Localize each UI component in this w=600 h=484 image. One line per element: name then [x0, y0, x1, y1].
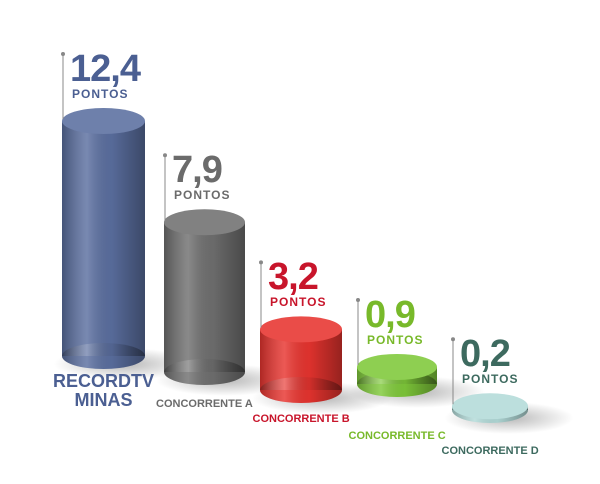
- bar-top: [260, 316, 342, 343]
- unit-label: PONTOS: [174, 188, 231, 203]
- unit-label: PONTOS: [270, 295, 327, 310]
- category-label: CONCORRENTE B: [252, 413, 350, 425]
- leader-dot: [163, 153, 167, 158]
- bar-top-light: [357, 353, 437, 380]
- bar-shade: [62, 121, 145, 356]
- leader-dot: [259, 260, 263, 265]
- bar-top: [357, 353, 437, 380]
- bar-top-light: [452, 393, 528, 420]
- bar-top-light: [164, 209, 245, 236]
- leader-dot: [61, 52, 65, 56]
- unit-label: PONTOS: [462, 372, 519, 387]
- bar-top: [452, 393, 528, 420]
- value-label: 0,9: [365, 293, 416, 336]
- bar-top: [164, 209, 245, 236]
- bar-top-light: [62, 108, 145, 134]
- category-label: CONCORRENTE A: [156, 398, 253, 410]
- bar-shade: [164, 222, 245, 372]
- bar-top-light: [260, 316, 342, 343]
- category-label: RECORDTV MINAS: [52, 371, 154, 410]
- value-label: 0,2: [460, 333, 511, 376]
- leader-dot: [356, 297, 360, 302]
- unit-label: PONTOS: [72, 87, 129, 101]
- value-label: 12,4: [70, 48, 141, 90]
- value-label: 7,9: [172, 149, 223, 192]
- category-label: CONCORRENTE C: [348, 430, 446, 442]
- value-label: 3,2: [268, 256, 319, 299]
- unit-label: PONTOS: [367, 332, 424, 347]
- leader-dot: [451, 337, 455, 342]
- category-label: CONCORRENTE D: [441, 445, 539, 457]
- bar-top: [62, 108, 145, 134]
